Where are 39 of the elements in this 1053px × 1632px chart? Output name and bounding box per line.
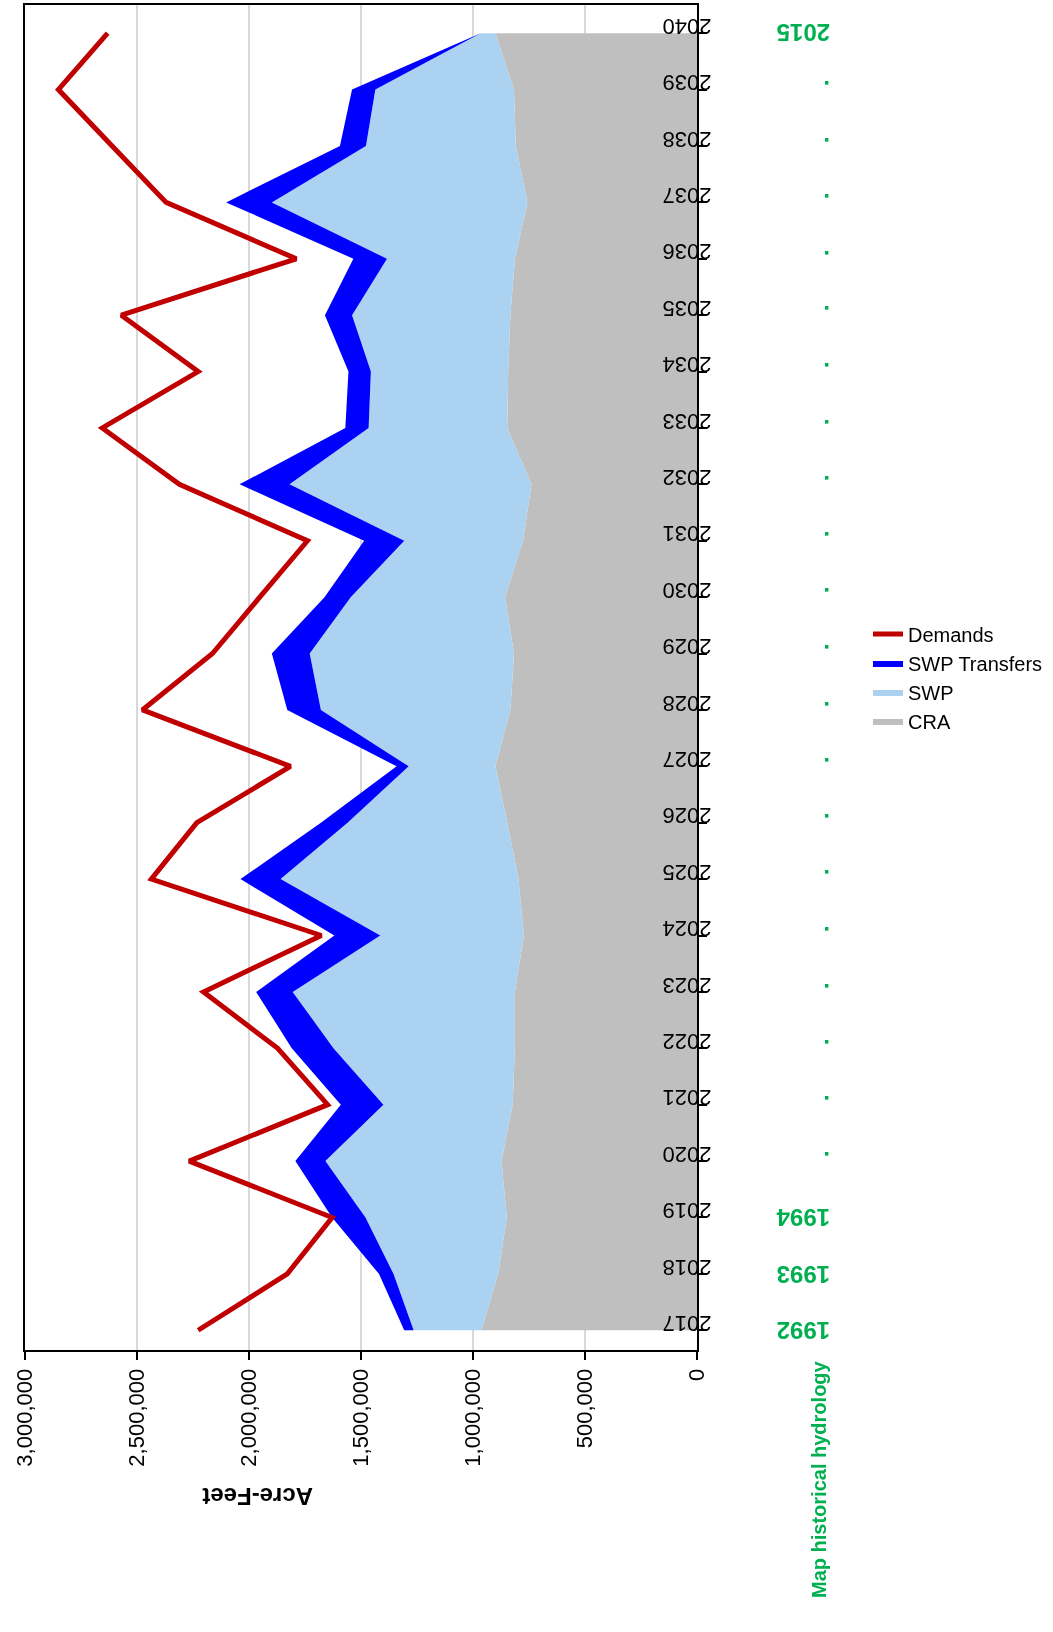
text: . — [823, 922, 830, 949]
text: . — [823, 809, 830, 837]
text: . — [823, 414, 830, 442]
text: 2015 — [776, 19, 830, 47]
legend-label: SWP — [908, 681, 954, 704]
text: . — [823, 978, 830, 1006]
x-tick-label: 0 — [684, 1368, 710, 1382]
text: . — [823, 527, 830, 555]
text: . — [823, 188, 830, 216]
text: . — [823, 470, 830, 498]
y-tick-label: 2026 — [662, 803, 712, 829]
text: . — [823, 132, 830, 160]
text: . — [823, 696, 830, 724]
text: . — [823, 358, 830, 386]
x-tick-label: 1,000,000 — [460, 1368, 486, 1467]
text: . — [823, 245, 830, 273]
text: . — [823, 865, 830, 893]
text: 1992 — [776, 1316, 830, 1344]
legend-label: Demands — [908, 623, 994, 646]
x-tick-label: 1,500,000 — [348, 1368, 374, 1467]
text: . — [823, 752, 830, 780]
text: . — [823, 76, 830, 104]
text: 1993 — [776, 1260, 830, 1288]
x-tick-label: 500,000 — [572, 1368, 598, 1449]
text: . — [823, 1147, 830, 1175]
legend-label: CRA — [908, 710, 951, 733]
x-tick-label: 2,500,000 — [124, 1368, 150, 1467]
x-tick-label: 2,000,000 — [236, 1368, 262, 1467]
x-axis-title: Acre-Feet — [202, 1483, 313, 1510]
y-tick-label: 2036 — [662, 239, 712, 265]
x-tick-label: 3,000,000 — [12, 1368, 38, 1467]
text: Map historical hydrology — [808, 1360, 830, 1598]
text: . — [823, 583, 830, 611]
text: . — [823, 1034, 830, 1062]
text: 1994 — [775, 1203, 830, 1231]
legend-label: SWP Transfers — [908, 652, 1043, 675]
text: . — [823, 1091, 830, 1119]
text: . — [823, 640, 830, 668]
text: . — [823, 301, 830, 329]
